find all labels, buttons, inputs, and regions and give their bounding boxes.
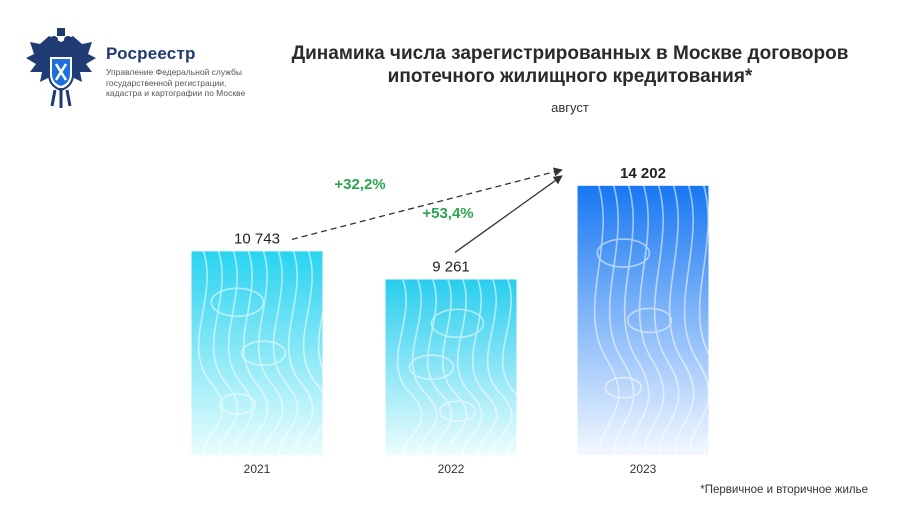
chart-title: Динамика числа зарегистрированных в Моск… [270, 42, 870, 88]
bar-contour-lines-2022 [396, 279, 517, 455]
rosreestr-eagle-logo-icon [26, 28, 96, 108]
chart-subtitle: август [551, 100, 589, 115]
chart-title-line-2: ипотечного жилищного кредитования* [387, 66, 753, 87]
bar-2021 [191, 251, 323, 455]
brand-description-line-1: Управление Федеральной службы [106, 67, 242, 77]
brand-description: Управление Федеральной службы государств… [106, 67, 266, 99]
x-tick-2022: 2022 [438, 462, 465, 476]
brand-description-line-3: кадастра и картографии по Москве [106, 88, 246, 98]
footnote: *Первичное и вторичное жилье [700, 484, 868, 496]
bar-contour-lines-2023 [593, 185, 709, 455]
brand-description-line-2: государственной регистрации, [106, 77, 227, 88]
trend-arrow-2022-2023 [454, 175, 563, 253]
x-tick-2021: 2021 [244, 462, 271, 476]
trend-arrow-2021-2023 [291, 167, 563, 241]
brand-name: Росреестр [106, 44, 196, 63]
data-label-2023: 14 202 [620, 165, 666, 182]
brand-block: Росреестр Управление Федеральной службы … [106, 44, 266, 99]
growth-annotation-1: +32,2% [334, 176, 385, 193]
x-tick-2023: 2023 [630, 462, 657, 476]
growth-annotation-2: +53,4% [422, 205, 473, 222]
data-label-2022: 9 261 [432, 258, 470, 275]
bar-contour-lines-2021 [197, 251, 323, 455]
chart-title-line-1: Динамика числа зарегистрированных в Моск… [291, 43, 849, 64]
data-label-2021: 10 743 [234, 230, 280, 247]
bar-2023 [577, 185, 709, 455]
